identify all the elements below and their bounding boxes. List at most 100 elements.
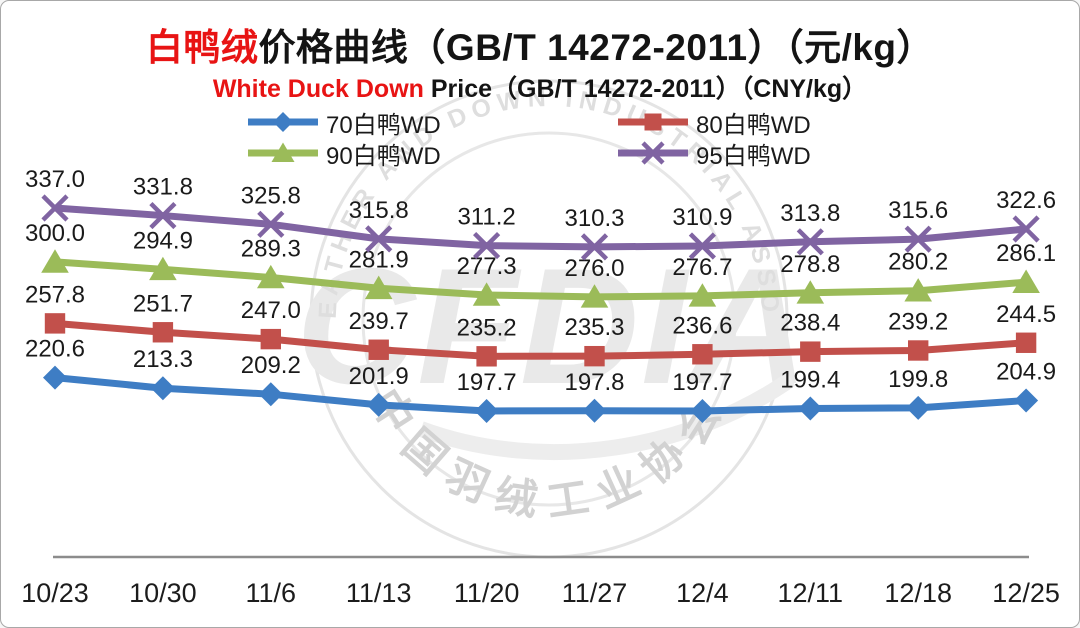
x-axis-label: 12/11 <box>778 578 844 608</box>
triangle-marker-icon <box>1012 269 1040 293</box>
title-highlight: 白鸭绒 <box>145 27 259 68</box>
data-label: 277.3 <box>457 253 517 280</box>
square-marker-icon <box>368 339 389 360</box>
square-marker-icon <box>476 346 497 367</box>
data-label: 244.5 <box>996 301 1056 328</box>
subtitle-rest: Price（GB/T 14272-2011）（CNY/kg） <box>423 75 868 103</box>
legend-marker-90-triangle-icon <box>248 142 318 162</box>
data-label: 238.4 <box>780 310 840 337</box>
triangle-marker-icon <box>364 275 393 300</box>
data-label: 286.1 <box>996 240 1056 267</box>
data-label: 239.7 <box>349 308 409 335</box>
square-marker-icon <box>1015 332 1037 353</box>
data-label: 294.9 <box>133 227 193 254</box>
diamond-marker-icon <box>798 396 823 421</box>
watermark-swoosh <box>418 372 796 461</box>
x-axis-label: 11/13 <box>346 578 412 608</box>
data-label: 310.3 <box>564 205 624 232</box>
diamond-marker-icon <box>1014 388 1039 413</box>
triangle-marker-icon <box>580 284 609 308</box>
data-label: 197.7 <box>457 369 517 396</box>
x-marker-icon <box>796 228 824 256</box>
square-marker-icon <box>44 313 66 334</box>
triangle-marker-icon <box>149 256 177 281</box>
data-label: 281.9 <box>349 246 409 273</box>
diamond-marker-icon <box>474 398 499 423</box>
data-label: 278.8 <box>780 251 840 278</box>
x-axis-label: 11/27 <box>562 578 628 608</box>
x-marker-icon <box>41 194 69 222</box>
data-label: 201.9 <box>349 363 409 390</box>
legend-label-90: 90白鸭WD <box>326 142 441 170</box>
diamond-marker-icon <box>258 382 283 407</box>
diamond-marker-icon <box>906 395 931 420</box>
data-label: 204.9 <box>996 358 1056 385</box>
data-label: 325.8 <box>241 182 301 209</box>
data-label: 300.0 <box>25 220 85 247</box>
square-marker-icon <box>908 340 929 361</box>
subtitle-highlight: White Duck Down <box>212 75 424 103</box>
x-axis-label: 10/30 <box>129 578 197 608</box>
series-line <box>54 258 1027 301</box>
triangle-marker-icon <box>688 283 717 307</box>
x-axis-label: 11/20 <box>454 578 520 608</box>
x-marker-icon <box>688 232 716 260</box>
data-label: 199.4 <box>780 366 840 393</box>
x-marker-icon <box>365 225 393 253</box>
data-label: 280.2 <box>888 249 948 276</box>
x-marker-icon <box>641 141 665 165</box>
data-label: 236.6 <box>672 312 732 339</box>
triangle-marker-icon <box>904 278 932 302</box>
x-axis-label: 11/6 <box>246 578 297 608</box>
data-label: 239.2 <box>888 308 948 335</box>
legend-marker-70-diamond-icon <box>248 112 318 132</box>
data-label: 322.6 <box>996 187 1056 214</box>
series-line <box>54 204 1027 251</box>
diamond-marker-icon <box>43 365 67 390</box>
series-80白鸭WD: 257.8 251.7 247.0 239.7 235.2 235.3 236.6 238.4… <box>25 281 1056 367</box>
series-line <box>54 374 1027 415</box>
series-95白鸭WD: 337.0 331.8 325.8 315.8 311.2 310.3 310.9 313.8… <box>25 166 1056 261</box>
square-marker-icon <box>692 344 713 365</box>
data-label: 213.3 <box>133 346 193 373</box>
square-marker-icon <box>584 345 605 367</box>
legend-item-70: 70白鸭WD <box>246 108 441 139</box>
data-label: 315.8 <box>349 197 409 224</box>
data-label: 235.2 <box>457 314 517 341</box>
x-axis-label: 10/23 <box>21 578 89 608</box>
diamond-marker-icon <box>582 398 607 423</box>
x-marker-icon <box>473 231 501 260</box>
triangle-marker-icon <box>257 264 285 289</box>
data-label: 197.8 <box>564 369 624 396</box>
triangle-marker-icon <box>271 142 295 162</box>
x-marker-icon <box>580 233 609 261</box>
legend-label-95: 95白鸭WD <box>696 142 811 170</box>
square-marker-icon <box>644 113 662 131</box>
square-marker-icon <box>800 341 821 362</box>
legend-item-95: 95白鸭WD <box>616 139 811 170</box>
data-label: 315.6 <box>888 197 948 224</box>
watermark-acronym: CFDIA <box>296 234 810 418</box>
data-label: 257.8 <box>25 281 85 308</box>
data-label: 313.8 <box>780 200 840 227</box>
diamond-marker-icon <box>273 112 293 132</box>
diamond-marker-icon <box>366 392 391 417</box>
x-axis-label: 12/25 <box>992 578 1060 608</box>
watermark-inner-ring <box>361 131 737 507</box>
legend-marker-95-x-icon <box>618 141 688 165</box>
data-label: 276.7 <box>672 254 732 281</box>
page-subtitle: White Duck Down Price（GB/T 14272-2011）（C… <box>1 69 1079 105</box>
series-90白鸭WD: 300.0 294.9 289.3 281.9 277.3 276.0 276.7 278.8… <box>25 220 1056 308</box>
data-label: 311.2 <box>457 204 515 231</box>
data-label: 251.7 <box>133 290 193 317</box>
legend-marker-80-square-icon <box>618 113 688 131</box>
x-axis-label: 12/4 <box>676 578 729 608</box>
legend-item-90: 90白鸭WD <box>246 139 441 170</box>
data-label: 310.9 <box>672 204 732 231</box>
triangle-marker-icon <box>472 282 501 306</box>
x-marker-icon <box>257 210 285 238</box>
data-label: 209.2 <box>241 352 301 379</box>
triangle-marker-icon <box>41 249 69 273</box>
